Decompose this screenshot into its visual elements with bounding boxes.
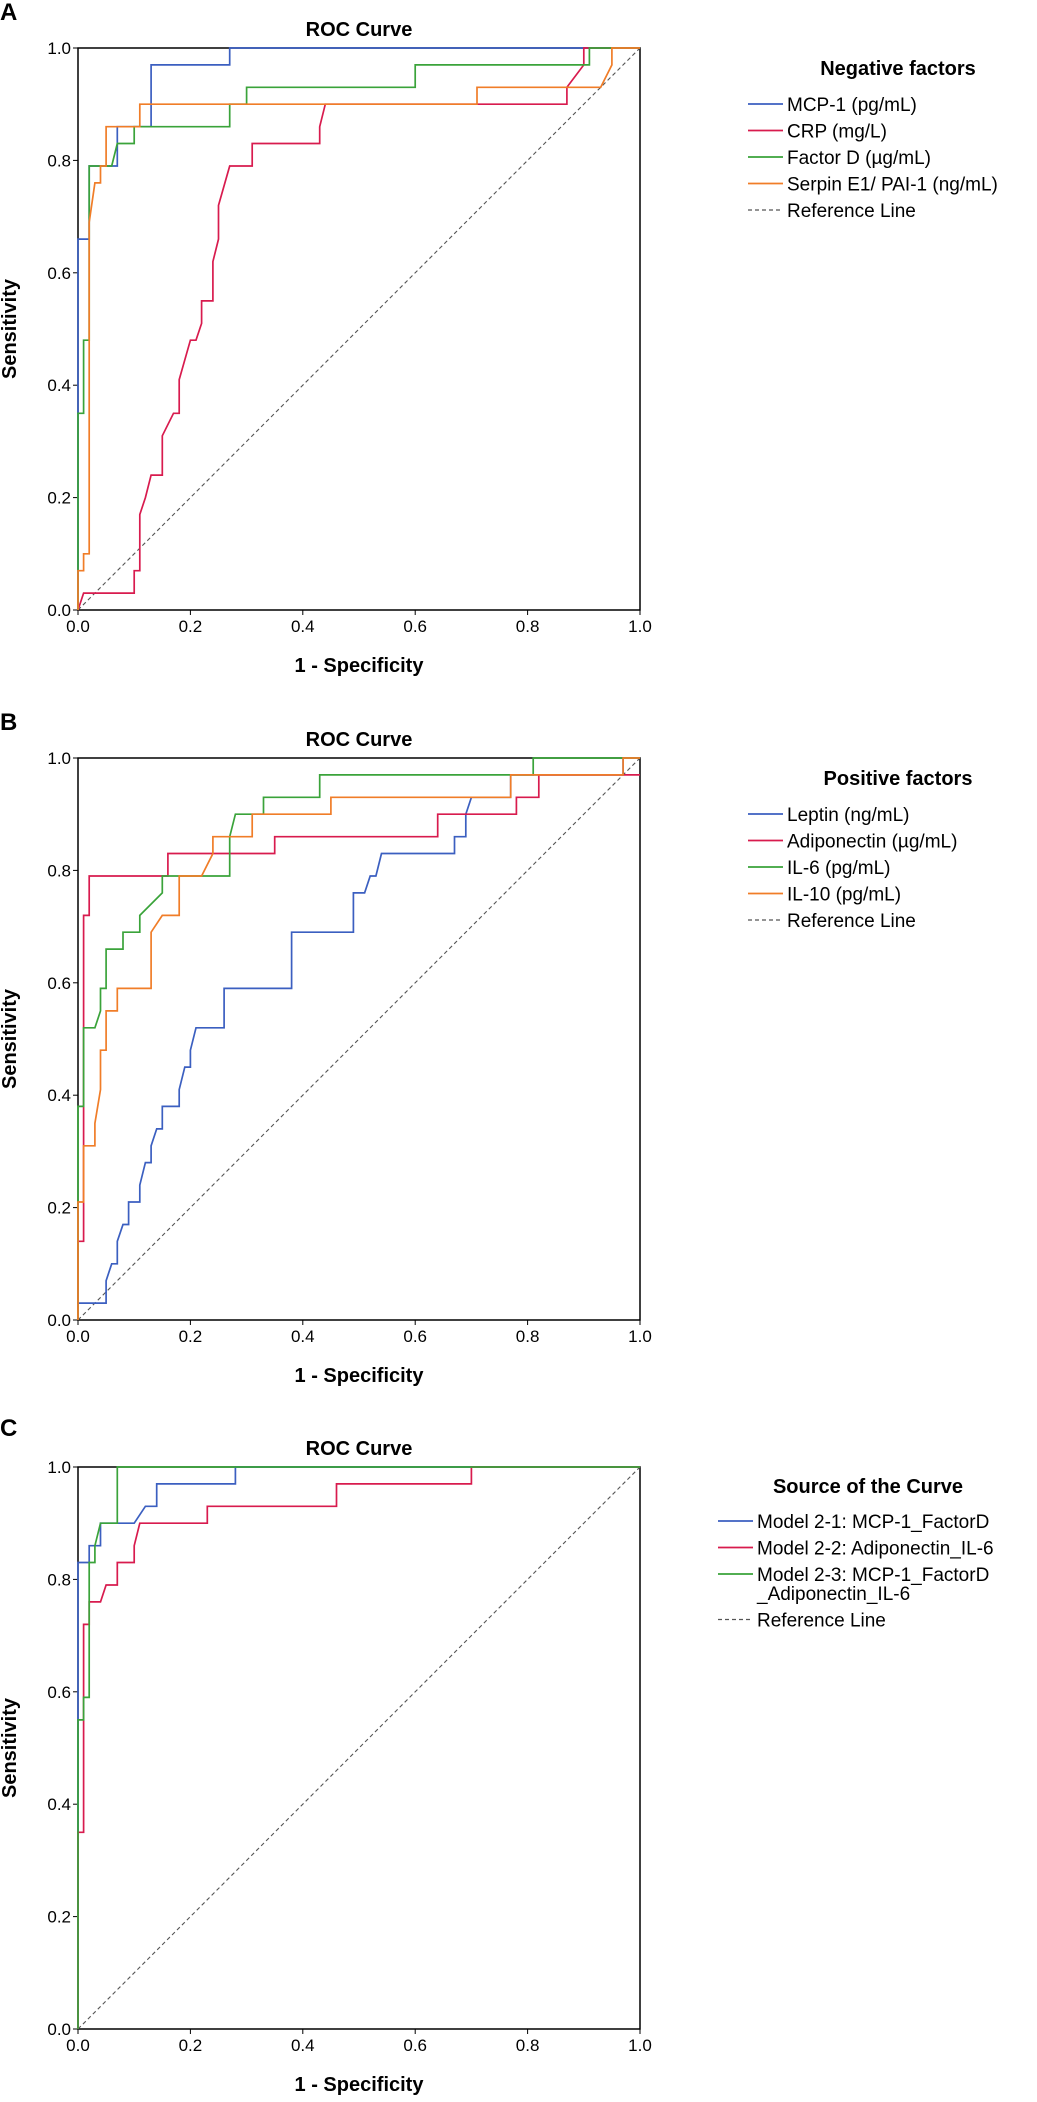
x-axis-title: 1 - Specificity: [295, 1365, 425, 1387]
x-tick-label: 1.0: [628, 2036, 652, 2055]
y-tick-label: 1.0: [47, 39, 71, 58]
roc-series-line: [78, 757, 640, 1304]
legend-title: Negative factors: [820, 58, 976, 80]
y-tick-label: 0.2: [47, 1908, 71, 1927]
x-tick-label: 0.0: [66, 2036, 90, 2055]
roc-series-line: [77, 47, 640, 610]
y-tick-label: 0.0: [47, 601, 71, 620]
legend-label: Reference Line: [757, 1611, 886, 1632]
legend-label: Reference Line: [787, 201, 916, 222]
x-tick-label: 1.0: [628, 617, 652, 636]
x-axis-title: 1 - Specificity: [295, 2074, 425, 2096]
y-tick-label: 0.4: [47, 376, 71, 395]
legend-title: Source of the Curve: [773, 1476, 963, 1498]
roc-series-line: [77, 774, 640, 1320]
legend-label: Factor D (µg/mL): [787, 148, 931, 169]
y-tick-label: 0.0: [47, 2020, 71, 2039]
x-tick-label: 0.0: [66, 1327, 90, 1346]
x-tick-label: 0.2: [179, 1327, 203, 1346]
chart-panel-b: B ROC Curve 0.0 0.2 0.4 0.6 0.8 1.0 0.0 0.2 0.4 0.6…: [0, 709, 972, 1387]
roc-series-line: [77, 757, 640, 1320]
x-tick-label: 1.0: [628, 1327, 652, 1346]
y-tick-label: 0.8: [47, 861, 71, 880]
y-axis-title: Sensitivity: [0, 988, 21, 1089]
x-tick-label: 0.2: [179, 617, 203, 636]
roc-series-line: [77, 47, 640, 611]
y-tick-label: 0.6: [47, 974, 71, 993]
x-tick-label: 0.4: [291, 1327, 315, 1346]
legend-label: MCP-1 (pg/mL): [787, 95, 917, 116]
panel-letter: B: [0, 709, 17, 736]
y-tick-label: 0.4: [47, 1086, 71, 1105]
reference-line: [77, 1466, 641, 2030]
roc-series-line: [77, 47, 640, 610]
y-tick-label: 1.0: [47, 749, 71, 768]
legend-title: Positive factors: [824, 768, 973, 790]
x-tick-label: 0.8: [516, 617, 540, 636]
legend-label: Serpin E1/ PAI-1 (ng/mL): [787, 175, 998, 196]
x-tick-label: 0.6: [403, 617, 427, 636]
legend-label: Model 2-2: Adiponectin_IL-6: [757, 1539, 994, 1560]
y-tick-label: 0.8: [47, 1570, 71, 1589]
legend-label: Reference Line: [787, 911, 916, 932]
y-tick-label: 0.2: [47, 489, 71, 508]
x-tick-label: 0.6: [403, 2036, 427, 2055]
legend-label: CRP (mg/L): [787, 122, 887, 143]
reference-line: [77, 757, 641, 1321]
legend-label: Model 2-1: MCP-1_FactorD: [757, 1512, 989, 1533]
y-tick-label: 0.8: [47, 151, 71, 170]
y-tick-label: 0.2: [47, 1199, 71, 1218]
chart-title: ROC Curve: [306, 729, 413, 751]
x-axis-title: 1 - Specificity: [295, 655, 425, 677]
y-axis-title: Sensitivity: [0, 278, 21, 379]
panel-letter: C: [0, 1415, 17, 1442]
legend-label: Adiponectin (µg/mL): [787, 832, 957, 853]
y-tick-label: 0.0: [47, 1311, 71, 1330]
legend-label: IL-10 (pg/mL): [787, 885, 901, 906]
x-tick-label: 0.6: [403, 1327, 427, 1346]
chart-title: ROC Curve: [306, 1438, 413, 1460]
x-tick-label: 0.0: [66, 617, 90, 636]
legend-label: IL-6 (pg/mL): [787, 858, 890, 879]
roc-series-line: [77, 757, 640, 1320]
y-axis-title: Sensitivity: [0, 1697, 21, 1798]
x-tick-label: 0.4: [291, 2036, 315, 2055]
legend-label: Leptin (ng/mL): [787, 805, 910, 826]
chart-title: ROC Curve: [306, 19, 413, 41]
y-tick-label: 0.4: [47, 1795, 71, 1814]
legend-label: Model 2-3: MCP-1_FactorD _Adiponectin_IL-…: [756, 1565, 989, 1605]
x-tick-label: 0.2: [179, 2036, 203, 2055]
y-tick-label: 0.6: [47, 264, 71, 283]
y-tick-label: 0.6: [47, 1683, 71, 1702]
x-tick-label: 0.4: [291, 617, 315, 636]
y-tick-label: 1.0: [47, 1458, 71, 1477]
plot-frame: [77, 757, 641, 1321]
panel-letter: A: [0, 0, 17, 26]
x-tick-label: 0.8: [516, 1327, 540, 1346]
roc-series-line: [77, 1466, 640, 2029]
roc-series-line: [77, 1466, 640, 2029]
chart-panel-c: C ROC Curve 0.0 0.2 0.4 0.6 0.8 1.0 0.0 0.2 0.4 0.6…: [0, 1415, 994, 2096]
chart-panel-a: A ROC Curve 0.0 0.2 0.4 0.6 0.8 1.0 0.0 0.2 0.4 0.6…: [0, 0, 998, 677]
reference-line: [77, 47, 641, 611]
x-tick-label: 0.8: [516, 2036, 540, 2055]
